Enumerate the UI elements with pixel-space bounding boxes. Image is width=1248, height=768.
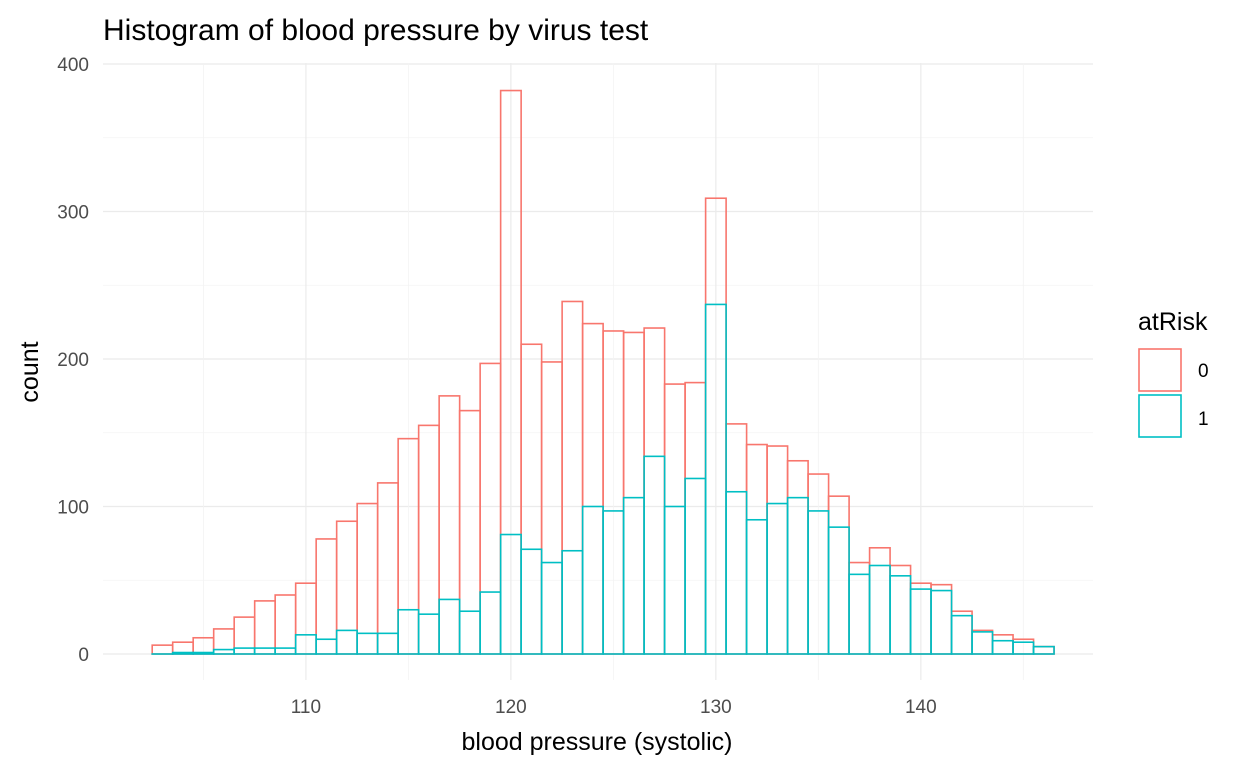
series-1-bar [786, 496, 809, 655]
series-0-bar [253, 600, 276, 655]
series-1-bar [171, 651, 194, 655]
series-0-bar [868, 546, 891, 655]
y-tick-label: 0 [78, 645, 89, 666]
x-axis-ticks: 110 120 130 140 [291, 697, 937, 718]
series-1-bar [274, 647, 297, 655]
series-1-bar [253, 647, 276, 655]
series-0-bar [458, 409, 481, 655]
series-0-bar [1032, 645, 1055, 655]
x-tick-label: 140 [905, 697, 937, 718]
series-0-bar [622, 331, 645, 655]
series-1-bar [766, 502, 789, 655]
series-1-bar [315, 638, 338, 655]
series-1-bar [438, 598, 461, 655]
series-0-bar [376, 482, 399, 655]
series-0-bar [827, 495, 850, 655]
series-0-bar [930, 583, 953, 655]
y-tick-label: 300 [57, 203, 89, 224]
series-1-bar [868, 564, 891, 655]
series-0-bar [971, 629, 994, 655]
x-tick-label: 120 [495, 697, 527, 718]
series-0-bar [274, 594, 297, 655]
series-1-bar [458, 610, 481, 655]
series-1-bar [704, 303, 727, 655]
y-axis-label: count [16, 341, 44, 402]
series-1-bar [212, 648, 235, 655]
series-1-bar [520, 548, 543, 655]
series-1-bar [561, 549, 584, 655]
series-0-bar [356, 502, 379, 655]
series-1-bar [950, 614, 973, 655]
series-0-bar [643, 327, 666, 655]
series-1-bar [335, 629, 358, 655]
series-1-bar [827, 526, 850, 655]
series-0-bar [950, 610, 973, 655]
series-1-bars [151, 303, 1055, 655]
series-0-bar [889, 564, 912, 655]
series-1-bar [233, 647, 256, 655]
series-0-bar [438, 395, 461, 655]
series-0-bar [315, 538, 338, 655]
y-tick-label: 200 [57, 350, 89, 371]
series-1-bar [930, 589, 953, 655]
legend-label-1: 1 [1198, 409, 1209, 430]
series-0-bar [786, 459, 809, 655]
series-1-bar [991, 639, 1014, 655]
series-0-bar [663, 383, 686, 655]
grid-lines [103, 63, 1093, 680]
series-0-bar [745, 443, 768, 655]
x-tick-label: 110 [291, 697, 321, 718]
series-1-bar [376, 632, 399, 655]
series-1-bar [725, 490, 748, 655]
y-tick-label: 400 [57, 55, 89, 76]
series-1-bar [848, 573, 871, 655]
legend-title: atRisk [1138, 308, 1208, 336]
series-1-bar [889, 575, 912, 655]
series-0-bar [581, 322, 604, 655]
series-0-bar [991, 634, 1014, 655]
series-0-bar [417, 424, 440, 655]
series-0-bar [684, 381, 707, 655]
y-tick-label: 100 [57, 498, 89, 519]
series-1-bar [192, 651, 215, 655]
series-0-bar [151, 644, 174, 655]
chart-title: Histogram of blood pressure by virus tes… [103, 14, 649, 47]
legend-key-1 [1138, 394, 1182, 438]
series-0-bar [561, 300, 584, 655]
series-1-bar [417, 613, 440, 655]
series-1-bar [684, 477, 707, 655]
series-0-bar [479, 362, 502, 655]
series-1-bar [745, 518, 768, 655]
y-axis-ticks: 0 100 200 300 400 [57, 55, 89, 666]
series-1-bar [622, 496, 645, 655]
series-0-bar [848, 561, 871, 655]
series-1-bar [1032, 645, 1055, 655]
series-0-bar [766, 445, 789, 655]
series-0-bar [520, 343, 543, 655]
legend-key-0 [1138, 348, 1182, 392]
x-tick-label: 130 [700, 697, 732, 718]
series-0-bar [725, 423, 748, 655]
series-1-bar [643, 455, 666, 655]
series-1-bar [971, 631, 994, 655]
series-1-bar [479, 591, 502, 655]
x-axis-label: blood pressure (systolic) [462, 728, 733, 756]
series-1-bar [356, 632, 379, 655]
series-1-bar [540, 561, 563, 655]
series-0-bar [540, 361, 563, 655]
series-0-bar [335, 520, 358, 655]
legend: atRisk 0 1 [1138, 308, 1209, 438]
legend-label-0: 0 [1198, 361, 1209, 382]
